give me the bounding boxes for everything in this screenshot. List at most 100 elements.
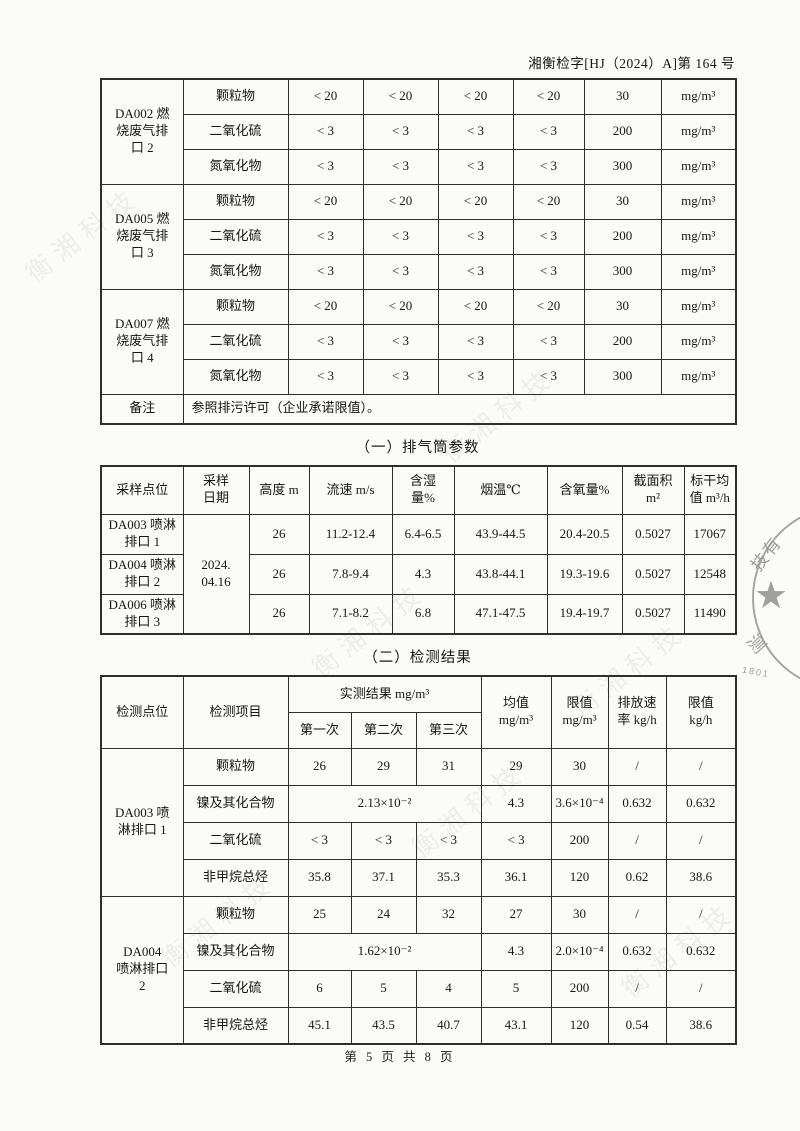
param-cell: 颗粒物 [182, 78, 289, 115]
value-cell: < 3 [362, 148, 439, 185]
value-cell: < 3 [362, 358, 439, 395]
value-cell: 0.5027 [621, 513, 685, 555]
value-cell: 3.6×10⁻⁴ [550, 784, 609, 823]
value-cell: 6.4-6.5 [391, 513, 455, 555]
table-row: 非甲烷总烃 35.8 37.1 35.3 36.1 120 0.62 38.6 [101, 858, 737, 897]
value-cell: < 20 [437, 183, 514, 220]
table-row: 二氧化硫 < 3 < 3 < 3 < 3 200 mg/m³ [101, 113, 737, 150]
col-header: 检测项目 [182, 675, 289, 749]
value-cell: < 20 [437, 288, 514, 325]
value-cell: < 3 [287, 218, 364, 255]
value-cell: 19.3-19.6 [546, 553, 623, 595]
value-cell: < 3 [287, 821, 352, 860]
value-cell: 35.3 [415, 858, 482, 897]
value-cell: < 3 [362, 113, 439, 150]
unit-cell: mg/m³ [660, 288, 737, 325]
limit-cell: 30 [583, 288, 662, 325]
table-row: 镍及其化合物 2.13×10⁻² 4.3 3.6×10⁻⁴ 0.632 0.63… [101, 784, 737, 823]
value-cell: 27 [480, 895, 552, 934]
value-cell: 35.8 [287, 858, 352, 897]
test-results-table: 检测点位 检测项目 实测结果 mg/m³ 均值 mg/m³ 限值 mg/m³ 排… [100, 675, 738, 1045]
param-cell: 颗粒物 [182, 747, 289, 786]
limit-cell: 30 [583, 78, 662, 115]
table-row: DA003 喷淋 排口 1 2024. 04.16 26 11.2-12.4 6… [100, 513, 737, 635]
value-cell: / [665, 969, 737, 1008]
param-cell: 非甲烷总烃 [182, 858, 289, 897]
param-cell: 镍及其化合物 [182, 784, 289, 823]
value-cell: < 3 [287, 148, 364, 185]
value-cell: 0.5027 [621, 553, 685, 595]
value-cell: < 3 [512, 113, 585, 150]
table-row: 氮氧化物 < 3 < 3 < 3 < 3 300 mg/m³ [101, 358, 737, 395]
unit-cell: mg/m³ [660, 148, 737, 185]
value-cell: 200 [550, 821, 609, 860]
value-cell: 36.1 [480, 858, 552, 897]
param-cell: 二氧化硫 [182, 113, 289, 150]
limit-cell: 300 [583, 253, 662, 290]
value-cell: < 3 [512, 218, 585, 255]
value-cell: / [607, 747, 667, 786]
section-title-test-results: （二）检测结果 [363, 650, 472, 666]
value-cell: < 20 [512, 78, 585, 115]
limit-cell: 30 [583, 183, 662, 220]
merged-value-cell: 2.13×10⁻² [287, 784, 482, 823]
col-header: 限值 kg/h [665, 675, 737, 749]
value-cell: / [665, 821, 737, 860]
point-cell: DA006 喷淋 排口 3 [100, 593, 184, 635]
table-row: 二氧化硫 < 3 < 3 < 3 < 3 200 / / [101, 821, 737, 860]
value-cell: 0.5027 [621, 593, 685, 635]
param-cell: 二氧化硫 [182, 218, 289, 255]
limit-cell: 200 [583, 113, 662, 150]
value-cell: < 3 [415, 821, 482, 860]
value-cell: < 20 [512, 288, 585, 325]
param-cell: 二氧化硫 [182, 323, 289, 360]
emission-limits-table: DA002 燃 烧废气排 口 2 颗粒物 < 20 < 20 < 20 < 20… [100, 78, 737, 425]
value-cell: / [665, 747, 737, 786]
value-cell: < 20 [362, 288, 439, 325]
value-cell: 26 [248, 593, 310, 635]
col-header: 烟温℃ [453, 465, 548, 515]
col-header: 标干均 值 m³/h [683, 465, 737, 515]
col-header: 高度 m [248, 465, 310, 515]
value-cell: < 20 [287, 78, 364, 115]
value-cell: 43.8-44.1 [453, 553, 548, 595]
value-cell: 19.4-19.7 [546, 593, 623, 635]
point-cell: DA007 燃 烧废气排 口 4 [100, 288, 184, 395]
param-cell: 二氧化硫 [182, 821, 289, 860]
param-cell: 氮氧化物 [182, 358, 289, 395]
value-cell: 0.632 [607, 932, 667, 971]
doc-number: 湘衡检字[HJ（2024）A]第 164 号 [528, 56, 735, 71]
table-row: DA003 喷 淋排口 1 颗粒物 26 29 31 29 30 / / [100, 747, 737, 897]
header-row: 采样点位 采样 日期 高度 m 流速 m/s 含湿 量% 烟温℃ 含氧量% 截面… [100, 465, 737, 515]
star-icon: ★ [754, 575, 789, 617]
unit-cell: mg/m³ [660, 113, 737, 150]
header-row: 检测点位 检测项目 实测结果 mg/m³ 均值 mg/m³ 限值 mg/m³ 排… [100, 675, 737, 749]
param-cell: 非甲烷总烃 [182, 1006, 289, 1045]
value-cell: 7.1-8.2 [308, 593, 393, 635]
col-header: 均值 mg/m³ [480, 675, 552, 749]
value-cell: / [607, 821, 667, 860]
page-footer: 第 5 页 共 8 页 [344, 1050, 456, 1064]
value-cell: 0.632 [665, 932, 737, 971]
value-cell: 0.62 [607, 858, 667, 897]
value-cell: / [607, 969, 667, 1008]
value-cell: 43.1 [480, 1006, 552, 1045]
value-cell: < 20 [287, 288, 364, 325]
value-cell: 11490 [683, 593, 737, 635]
param-cell: 颗粒物 [182, 183, 289, 220]
value-cell: 6.8 [391, 593, 455, 635]
table-row: 二氧化硫 < 3 < 3 < 3 < 3 200 mg/m³ [101, 323, 737, 360]
value-cell: < 20 [362, 78, 439, 115]
value-cell: 2.0×10⁻⁴ [550, 932, 609, 971]
value-cell: 38.6 [665, 858, 737, 897]
value-cell: 29 [350, 747, 417, 786]
value-cell: 7.8-9.4 [308, 553, 393, 595]
table-row: DA004 喷淋 排口 2 26 7.8-9.4 4.3 43.8-44.1 1… [100, 553, 737, 595]
table-row: 镍及其化合物 1.62×10⁻² 4.3 2.0×10⁻⁴ 0.632 0.63… [101, 932, 737, 971]
value-cell: 0.632 [665, 784, 737, 823]
point-cell: DA004 喷淋 排口 2 [100, 553, 184, 595]
value-cell: < 3 [362, 218, 439, 255]
value-cell: 6 [287, 969, 352, 1008]
official-seal-partial: 技有 ★ 测 1801 [740, 495, 800, 705]
